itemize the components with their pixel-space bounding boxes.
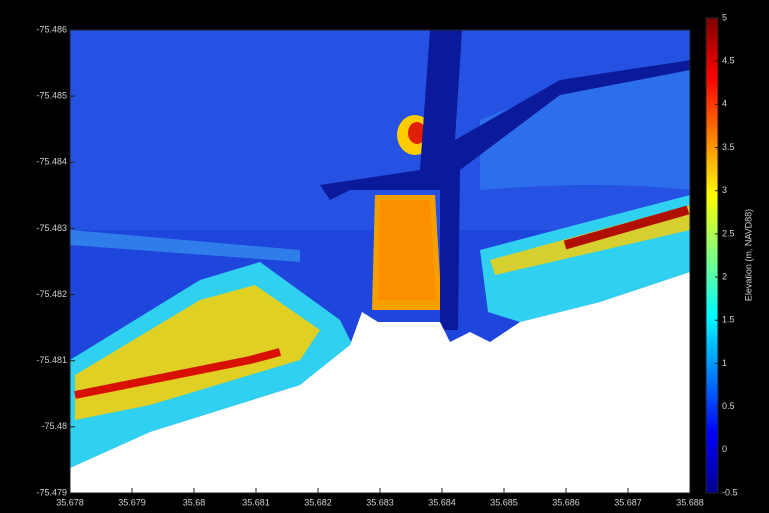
y-tick-label: -75.483 <box>36 223 67 233</box>
page: Elevation (m, NAVD88) 35.67835.67935.683… <box>0 0 769 513</box>
colorbar-tick-label: 2.5 <box>722 228 735 238</box>
colorbar-tick-label: -0.5 <box>722 487 738 497</box>
elevation-map <box>70 30 690 493</box>
y-tick-label: -75.479 <box>36 487 67 497</box>
colorbar-tick-label: 3 <box>722 185 727 195</box>
colorbar-tick-label: 4 <box>722 99 727 109</box>
x-tick-label: 35.685 <box>490 497 518 507</box>
colorbar-tick-label: 0.5 <box>722 401 735 411</box>
x-tick-label: 35.684 <box>428 497 456 507</box>
colorbar-tick-label: 4.5 <box>722 56 735 66</box>
colorbar <box>706 18 718 493</box>
colorbar-tick-label: 1 <box>722 358 727 368</box>
colorbar-tick-label: 0 <box>722 444 727 454</box>
x-tick-label: 35.688 <box>676 497 704 507</box>
x-tick-label: 35.68 <box>183 497 206 507</box>
island <box>378 200 436 300</box>
colorbar-label: Elevation (m, NAVD88) <box>743 209 753 301</box>
y-tick-label: -75.486 <box>36 24 67 34</box>
y-tick-label: -75.484 <box>36 157 67 167</box>
colorbar-tick-label: 5 <box>722 12 727 22</box>
colorbar-tick-label: 2 <box>722 271 727 281</box>
x-tick-label: 35.683 <box>366 497 394 507</box>
x-tick-label: 35.678 <box>56 497 84 507</box>
x-tick-label: 35.681 <box>242 497 270 507</box>
chart: Elevation (m, NAVD88) 35.67835.67935.683… <box>0 0 769 513</box>
colorbar-tick-label: 1.5 <box>722 315 735 325</box>
y-tick-label: -75.481 <box>36 355 67 365</box>
y-tick-label: -75.485 <box>36 91 67 101</box>
x-tick-label: 35.682 <box>304 497 332 507</box>
x-tick-label: 35.679 <box>118 497 146 507</box>
colorbar-tick-label: 3.5 <box>722 142 735 152</box>
y-tick-label: -75.482 <box>36 289 67 299</box>
x-tick-label: 35.687 <box>614 497 642 507</box>
x-tick-label: 35.686 <box>552 497 580 507</box>
y-tick-label: -75.48 <box>41 421 67 431</box>
